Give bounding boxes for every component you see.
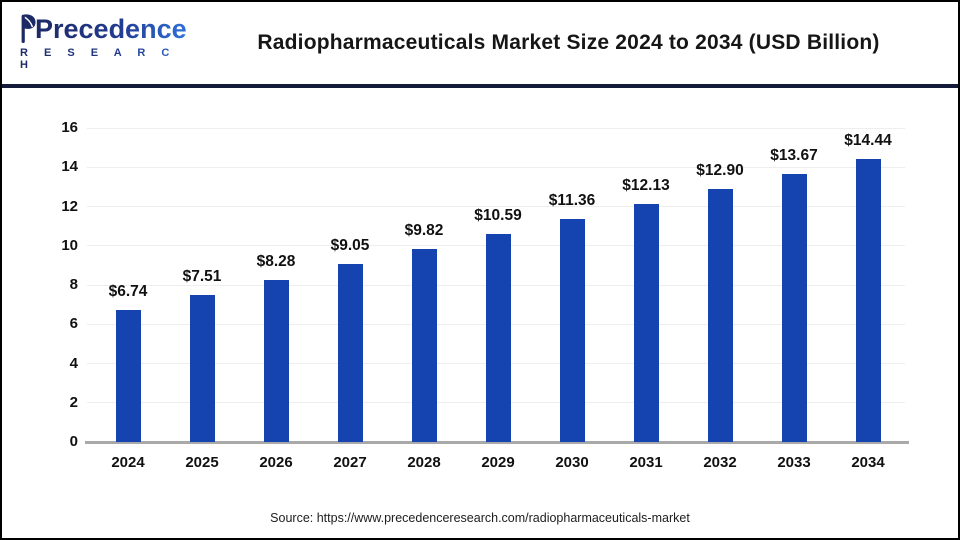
bar-value-label: $12.90 <box>696 161 744 179</box>
bar-value-label: $6.74 <box>108 282 148 300</box>
x-axis-tick-label: 2032 <box>703 454 737 471</box>
bar-value-label: $8.28 <box>256 252 296 270</box>
y-axis-tick-label: 10 <box>61 236 78 254</box>
x-axis-tick-label: 2029 <box>481 454 515 471</box>
bar <box>855 158 881 442</box>
x-axis-tick-label: 2025 <box>185 454 219 471</box>
leaf-icon <box>20 13 37 44</box>
gridline <box>87 166 905 168</box>
bar-value-label: $7.51 <box>182 267 222 285</box>
bar <box>633 203 659 442</box>
bar <box>189 294 215 442</box>
bar-value-label: $13.67 <box>770 146 818 164</box>
bar <box>781 173 807 442</box>
source-line: Source: https://www.precedenceresearch.c… <box>270 511 690 525</box>
bar-value-label: $9.82 <box>404 222 444 240</box>
gridline <box>87 127 905 129</box>
y-axis-tick-label: 12 <box>61 197 78 215</box>
x-axis-tick-label: 2024 <box>111 454 145 471</box>
x-axis-tick-label: 2027 <box>333 454 367 471</box>
y-axis-tick-label: 0 <box>69 433 78 450</box>
bar <box>707 188 733 442</box>
logo-subtitle: R E S E A R C H <box>20 47 197 71</box>
bar <box>485 234 511 442</box>
bar <box>411 249 437 442</box>
x-axis-line <box>85 441 909 444</box>
precedence-logo: Precedence R E S E A R C H <box>2 13 197 71</box>
bar-value-label: $9.05 <box>330 237 370 255</box>
header-divider <box>2 84 958 88</box>
bar <box>559 219 585 442</box>
y-axis-tick-label: 2 <box>69 393 78 411</box>
header: Precedence R E S E A R C H Radiopharmace… <box>2 2 958 84</box>
bar <box>337 264 363 442</box>
y-axis-tick-label: 6 <box>69 315 78 333</box>
x-axis-tick-label: 2033 <box>777 454 811 471</box>
y-axis-tick-label: 16 <box>61 119 78 136</box>
x-axis-tick-label: 2031 <box>629 454 663 471</box>
gridline <box>87 206 905 207</box>
bar-value-label: $12.13 <box>622 176 670 194</box>
bar <box>263 279 289 442</box>
logo-wordmark-row: Precedence <box>20 13 197 44</box>
y-axis-tick-label: 14 <box>61 158 78 176</box>
bar-chart: 0 2 4 6 8 10 12 14 16 $6.74 2024 $7.51 2025 $8.28 2026… <box>2 88 958 502</box>
chart-title: Radiopharmaceuticals Market Size 2024 to… <box>257 31 880 54</box>
x-axis-tick-label: 2030 <box>555 454 589 471</box>
x-axis-tick-label: 2034 <box>851 454 885 471</box>
bar-value-label: $14.44 <box>844 131 892 149</box>
bar-value-label: $11.36 <box>548 192 596 210</box>
logo-wordmark: Precedence <box>35 13 187 44</box>
x-axis-tick-label: 2026 <box>259 454 293 471</box>
bar <box>115 309 141 442</box>
y-axis-tick-label: 8 <box>69 276 78 293</box>
y-axis-tick-label: 4 <box>69 354 78 372</box>
bar-value-label: $10.59 <box>474 207 522 225</box>
x-axis-tick-label: 2028 <box>407 454 441 471</box>
